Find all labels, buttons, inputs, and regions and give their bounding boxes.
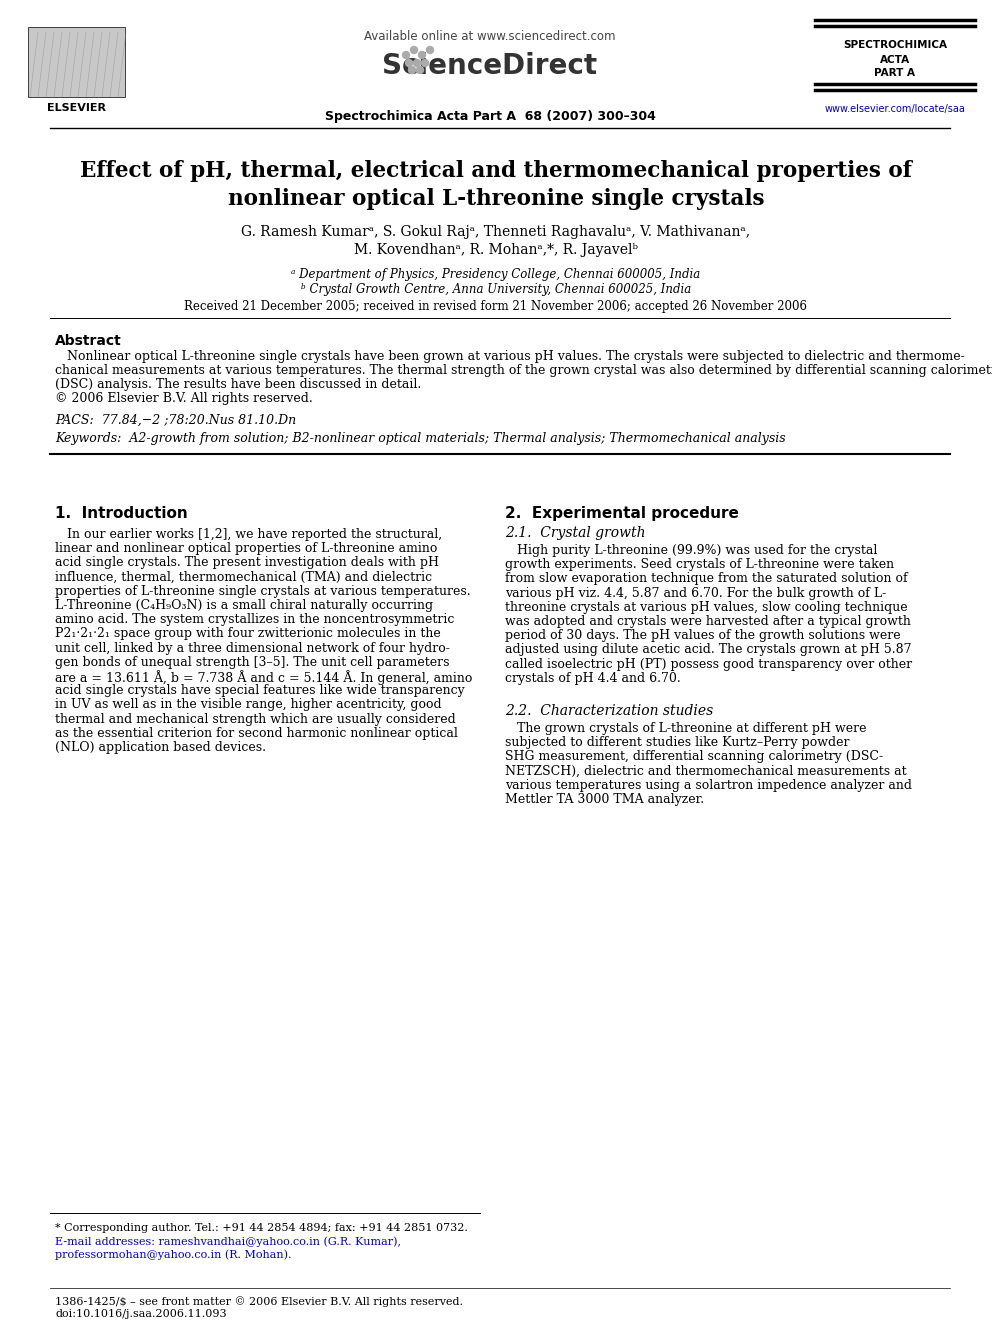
Text: from slow evaporation technique from the saturated solution of: from slow evaporation technique from the…: [505, 573, 908, 585]
Text: The grown crystals of L-threonine at different pH were: The grown crystals of L-threonine at dif…: [505, 722, 866, 736]
Circle shape: [403, 52, 410, 58]
Text: www.elsevier.com/locate/saa: www.elsevier.com/locate/saa: [824, 105, 965, 114]
Text: * Corresponding author. Tel.: +91 44 2854 4894; fax: +91 44 2851 0732.: * Corresponding author. Tel.: +91 44 285…: [55, 1222, 468, 1233]
Text: M. Kovendhanᵃ, R. Mohanᵃ,*, R. Jayavelᵇ: M. Kovendhanᵃ, R. Mohanᵃ,*, R. Jayavelᵇ: [354, 243, 638, 257]
Text: called isoelectric pH (PT) possess good transparency over other: called isoelectric pH (PT) possess good …: [505, 658, 912, 671]
Text: acid single crystals have special features like wide transparency: acid single crystals have special featur…: [55, 684, 464, 697]
Text: ᵇ Crystal Growth Centre, Anna University, Chennai 600025, India: ᵇ Crystal Growth Centre, Anna University…: [301, 283, 691, 296]
Text: 1386-1425/$ – see front matter © 2006 Elsevier B.V. All rights reserved.: 1386-1425/$ – see front matter © 2006 El…: [55, 1297, 463, 1307]
Text: amino acid. The system crystallizes in the noncentrosymmetric: amino acid. The system crystallizes in t…: [55, 613, 454, 626]
FancyBboxPatch shape: [28, 26, 125, 97]
Text: PACS:  77.84,−2 ;78:20.Nus 81.10.Dn: PACS: 77.84,−2 ;78:20.Nus 81.10.Dn: [55, 414, 297, 427]
Circle shape: [406, 60, 413, 66]
Text: Available online at www.sciencedirect.com: Available online at www.sciencedirect.co…: [364, 30, 616, 44]
Text: G. Ramesh Kumarᵃ, S. Gokul Rajᵃ, Thenneti Raghavaluᵃ, V. Mathivananᵃ,: G. Ramesh Kumarᵃ, S. Gokul Rajᵃ, Thennet…: [241, 225, 751, 239]
Text: are a = 13.611 Å, b = 7.738 Å and c = 5.144 Å. In general, amino: are a = 13.611 Å, b = 7.738 Å and c = 5.…: [55, 669, 472, 685]
Text: High purity L-threonine (99.9%) was used for the crystal: High purity L-threonine (99.9%) was used…: [505, 544, 877, 557]
Text: 2.1.  Crystal growth: 2.1. Crystal growth: [505, 527, 646, 540]
Text: 2.  Experimental procedure: 2. Experimental procedure: [505, 505, 739, 521]
Text: ELSEVIER: ELSEVIER: [47, 103, 105, 112]
Circle shape: [411, 46, 418, 53]
Text: SHG measurement, differential scanning calorimetry (DSC-: SHG measurement, differential scanning c…: [505, 750, 883, 763]
Circle shape: [422, 60, 429, 66]
Text: influence, thermal, thermomechanical (TMA) and dielectric: influence, thermal, thermomechanical (TM…: [55, 570, 433, 583]
Text: gen bonds of unequal strength [3–5]. The unit cell parameters: gen bonds of unequal strength [3–5]. The…: [55, 656, 449, 669]
Text: subjected to different studies like Kurtz–Perry powder: subjected to different studies like Kurt…: [505, 736, 849, 749]
Text: SPECTROCHIMICA: SPECTROCHIMICA: [843, 40, 947, 50]
Circle shape: [409, 66, 416, 74]
Text: Received 21 December 2005; received in revised form 21 November 2006; accepted 2: Received 21 December 2005; received in r…: [185, 300, 807, 314]
Text: in UV as well as in the visible range, higher acentricity, good: in UV as well as in the visible range, h…: [55, 699, 441, 712]
Text: was adopted and crystals were harvested after a typical growth: was adopted and crystals were harvested …: [505, 615, 911, 628]
Text: linear and nonlinear optical properties of L-threonine amino: linear and nonlinear optical properties …: [55, 542, 437, 556]
Text: unit cell, linked by a three dimensional network of four hydro-: unit cell, linked by a three dimensional…: [55, 642, 450, 655]
Text: properties of L-threonine single crystals at various temperatures.: properties of L-threonine single crystal…: [55, 585, 470, 598]
Text: NETZSCH), dielectric and thermomechanical measurements at: NETZSCH), dielectric and thermomechanica…: [505, 765, 907, 778]
Text: PART A: PART A: [875, 67, 916, 78]
Text: (DSC) analysis. The results have been discussed in detail.: (DSC) analysis. The results have been di…: [55, 378, 422, 392]
Text: various pH viz. 4.4, 5.87 and 6.70. For the bulk growth of L-: various pH viz. 4.4, 5.87 and 6.70. For …: [505, 586, 886, 599]
Circle shape: [414, 60, 421, 66]
Text: Abstract: Abstract: [55, 333, 122, 348]
Text: Nonlinear optical L-threonine single crystals have been grown at various pH valu: Nonlinear optical L-threonine single cry…: [55, 351, 965, 363]
Text: doi:10.1016/j.saa.2006.11.093: doi:10.1016/j.saa.2006.11.093: [55, 1308, 226, 1319]
Text: nonlinear optical L-threonine single crystals: nonlinear optical L-threonine single cry…: [228, 188, 764, 210]
Text: various temperatures using a solartron impedence analyzer and: various temperatures using a solartron i…: [505, 779, 912, 791]
Text: acid single crystals. The present investigation deals with pH: acid single crystals. The present invest…: [55, 557, 439, 569]
Circle shape: [427, 46, 434, 53]
Text: ACTA: ACTA: [880, 56, 910, 65]
Text: 2.2.  Characterization studies: 2.2. Characterization studies: [505, 704, 713, 718]
Text: Mettler TA 3000 TMA analyzer.: Mettler TA 3000 TMA analyzer.: [505, 792, 704, 806]
Text: L-Threonine (C₄H₉O₃N) is a small chiral naturally occurring: L-Threonine (C₄H₉O₃N) is a small chiral …: [55, 599, 434, 613]
Text: © 2006 Elsevier B.V. All rights reserved.: © 2006 Elsevier B.V. All rights reserved…: [55, 392, 312, 405]
Text: crystals of pH 4.4 and 6.70.: crystals of pH 4.4 and 6.70.: [505, 672, 681, 685]
Text: chanical measurements at various temperatures. The thermal strength of the grown: chanical measurements at various tempera…: [55, 364, 992, 377]
Text: professormohan@yahoo.co.in (R. Mohan).: professormohan@yahoo.co.in (R. Mohan).: [55, 1249, 292, 1259]
Text: period of 30 days. The pH values of the growth solutions were: period of 30 days. The pH values of the …: [505, 630, 901, 642]
Text: (NLO) application based devices.: (NLO) application based devices.: [55, 741, 266, 754]
Text: adjusted using dilute acetic acid. The crystals grown at pH 5.87: adjusted using dilute acetic acid. The c…: [505, 643, 912, 656]
Text: Effect of pH, thermal, electrical and thermomechanical properties of: Effect of pH, thermal, electrical and th…: [80, 160, 912, 183]
Text: Spectrochimica Acta Part A  68 (2007) 300–304: Spectrochimica Acta Part A 68 (2007) 300…: [324, 110, 656, 123]
Text: P2₁·2₁·2₁ space group with four zwitterionic molecules in the: P2₁·2₁·2₁ space group with four zwitteri…: [55, 627, 440, 640]
Text: threonine crystals at various pH values, slow cooling technique: threonine crystals at various pH values,…: [505, 601, 908, 614]
Text: as the essential criterion for second harmonic nonlinear optical: as the essential criterion for second ha…: [55, 726, 458, 740]
Text: ᵃ Department of Physics, Presidency College, Chennai 600005, India: ᵃ Department of Physics, Presidency Coll…: [292, 269, 700, 280]
Text: thermal and mechanical strength which are usually considered: thermal and mechanical strength which ar…: [55, 713, 455, 725]
Text: growth experiments. Seed crystals of L-threonine were taken: growth experiments. Seed crystals of L-t…: [505, 558, 894, 572]
Text: ScienceDirect: ScienceDirect: [383, 52, 597, 79]
Text: In our earlier works [1,2], we have reported the structural,: In our earlier works [1,2], we have repo…: [55, 528, 442, 541]
Text: 1.  Introduction: 1. Introduction: [55, 505, 187, 521]
Circle shape: [419, 52, 426, 58]
Text: E-mail addresses: rameshvandhai@yahoo.co.in (G.R. Kumar),: E-mail addresses: rameshvandhai@yahoo.co…: [55, 1236, 401, 1246]
Text: Keywords:  A2-growth from solution; B2-nonlinear optical materials; Thermal anal: Keywords: A2-growth from solution; B2-no…: [55, 433, 786, 445]
Circle shape: [417, 66, 424, 74]
